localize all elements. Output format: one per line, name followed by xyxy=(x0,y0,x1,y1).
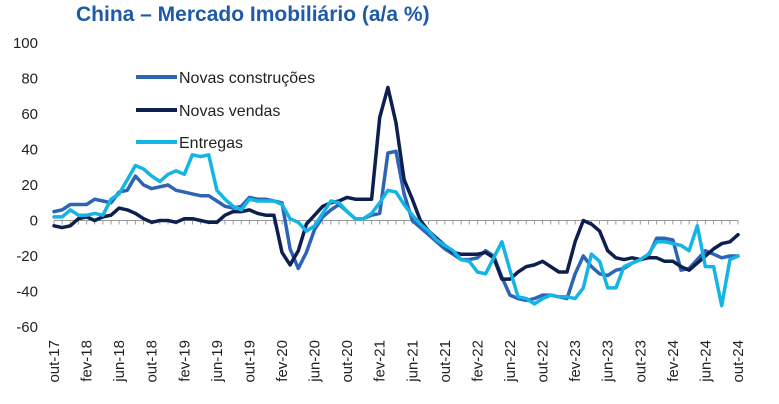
x-tick-label: fev-20 xyxy=(274,340,291,382)
x-tick-label: out-19 xyxy=(241,340,258,383)
series-lines xyxy=(52,85,740,308)
y-tick-label: 80 xyxy=(21,71,38,88)
x-tick-label: out-18 xyxy=(144,340,161,383)
x-tick-label: fev-19 xyxy=(176,340,193,382)
y-tick-label: 20 xyxy=(21,177,38,194)
y-tick-label: 0 xyxy=(30,213,38,230)
series-line-3 xyxy=(52,153,740,308)
x-tick-label: fev-22 xyxy=(469,340,486,382)
x-tick-label: out-21 xyxy=(437,340,454,383)
x-tick-label: out-23 xyxy=(632,340,649,383)
legend: Novas construções Novas vendas Entregas xyxy=(136,70,315,152)
y-tick-label: 40 xyxy=(21,142,38,159)
x-tick-label: out-22 xyxy=(535,340,552,383)
legend-label: Novas construções xyxy=(179,70,315,87)
x-tick-label: jun-18 xyxy=(111,340,128,383)
legend-label: Novas vendas xyxy=(179,103,280,120)
y-tick-label: -20 xyxy=(16,248,38,265)
y-tick-label: -40 xyxy=(16,284,38,301)
y-tick-label: 100 xyxy=(13,35,38,52)
x-tick-label: jun-20 xyxy=(307,340,324,383)
y-tick-label: -60 xyxy=(16,319,38,336)
x-tick-label: out-20 xyxy=(339,340,356,383)
legend-label: Entregas xyxy=(179,135,243,152)
x-tick-label: fev-23 xyxy=(567,340,584,382)
y-axis-ticks: 100 80 60 40 20 0 -20 -40 -60 xyxy=(13,35,38,336)
y-tick-label: 60 xyxy=(21,106,38,123)
x-tick-label: fev-24 xyxy=(665,340,682,382)
x-tick-label: jun-22 xyxy=(502,340,519,383)
x-tick-label: jun-23 xyxy=(600,340,617,383)
x-tick-label: out-17 xyxy=(46,340,63,383)
series-line-2 xyxy=(52,85,740,281)
x-tick-label: out-24 xyxy=(730,340,747,383)
x-tick-label: jun-21 xyxy=(404,340,421,383)
series-line-1 xyxy=(52,149,740,303)
x-axis-ticks: out-17 fev-18 jun-18 out-18 fev-19 jun-19 out-… xyxy=(46,340,747,383)
x-tick-label: jun-24 xyxy=(697,340,714,383)
x-tick-label: jun-19 xyxy=(209,340,226,383)
chart-title: China – Mercado Imobiliário (a/a %) xyxy=(76,3,430,26)
x-tick-label: fev-21 xyxy=(372,340,389,382)
x-tick-label: fev-18 xyxy=(79,340,96,382)
